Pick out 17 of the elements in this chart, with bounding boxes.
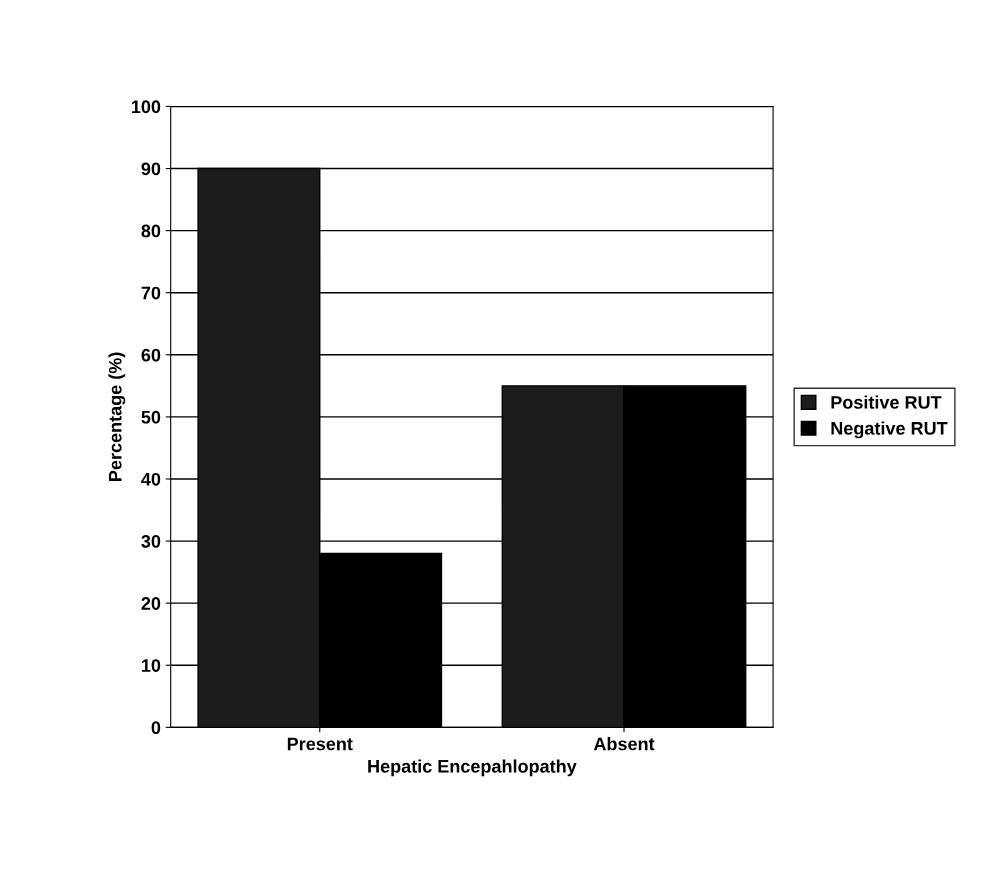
y-tick-label: 20 (141, 597, 161, 610)
x-axis-title: Hepatic Encepahlopathy (368, 759, 577, 777)
y-tick-label: 40 (141, 472, 161, 486)
y-tick-label: 0 (151, 721, 161, 735)
y-tick-label: 10 (142, 659, 161, 672)
y-tick-label: 30 (141, 535, 161, 548)
legend-label: Positive RUT (831, 395, 942, 409)
x-tick-label: Absent (593, 737, 655, 751)
legend-label: Negative RUT (831, 421, 948, 439)
y-tick-label: 80 (141, 224, 161, 238)
y-tick-label: 90 (141, 162, 161, 176)
y-tick-label: 50 (141, 410, 161, 424)
y-tick-label: 70 (141, 286, 161, 300)
y-tick-label: 100 (131, 100, 161, 114)
y-axis-title: Percentage (%) (108, 352, 126, 481)
x-tick-label: Present (287, 737, 353, 751)
y-tick-label: 60 (141, 348, 161, 362)
